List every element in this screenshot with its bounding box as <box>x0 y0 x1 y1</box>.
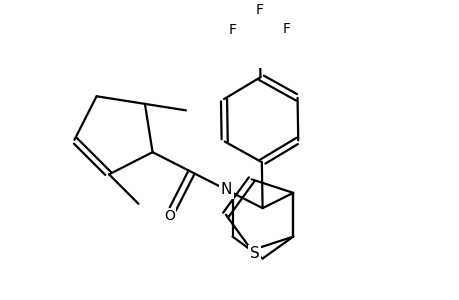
Text: O: O <box>163 209 174 223</box>
Text: F: F <box>255 3 263 17</box>
Text: F: F <box>229 23 236 37</box>
Text: N: N <box>220 182 232 197</box>
Text: F: F <box>282 22 290 36</box>
Text: S: S <box>249 247 259 262</box>
